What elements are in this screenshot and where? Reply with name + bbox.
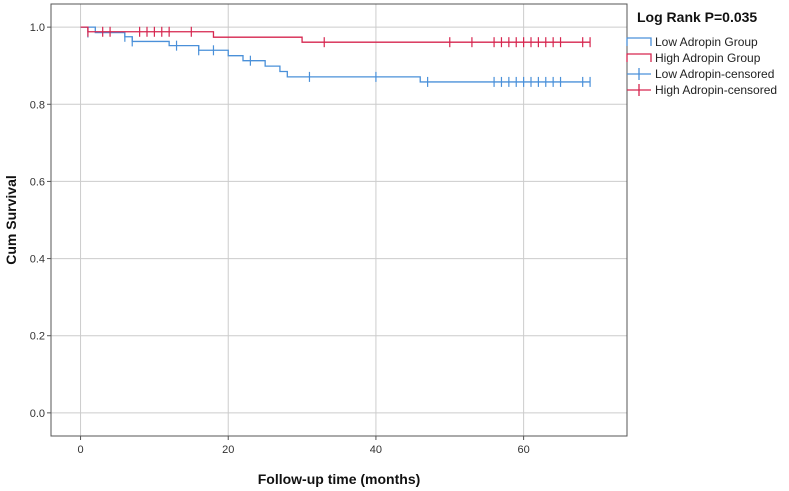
x-tick-label: 60 (517, 444, 529, 456)
legend-item: High Adropin-censored (627, 83, 777, 97)
legend: Log Rank P=0.035 Low Adropin Group High A… (627, 9, 777, 97)
series-low-adropin (81, 27, 591, 87)
legend-label: Low Adropin Group (655, 35, 758, 49)
legend-label: High Adropin-censored (655, 83, 777, 97)
survival-step-line (81, 27, 591, 82)
y-tick-label: 1.0 (30, 22, 45, 34)
plot-frame (51, 4, 627, 436)
legend-item: Low Adropin Group (627, 35, 758, 49)
legend-item: High Adropin Group (627, 51, 761, 65)
legend-title: Log Rank P=0.035 (637, 9, 757, 25)
axis-ticks: 0.0 0.2 0.4 0.6 0.8 1.0 0 20 40 60 (30, 22, 530, 456)
legend-step-swatch (627, 38, 651, 46)
survival-curves (81, 27, 591, 87)
y-tick-label: 0.0 (30, 408, 45, 420)
survival-step-line (81, 27, 591, 42)
y-tick-label: 0.8 (30, 99, 45, 111)
x-tick-label: 40 (370, 444, 382, 456)
y-tick-label: 0.2 (30, 331, 45, 343)
grid-lines (51, 4, 627, 436)
legend-label: High Adropin Group (655, 51, 761, 65)
x-tick-label: 20 (222, 444, 234, 456)
x-axis-title: Follow-up time (months) (258, 471, 421, 487)
legend-label: Low Adropin-censored (655, 67, 774, 81)
legend-items: Low Adropin Group High Adropin Group Low A… (627, 35, 777, 97)
y-tick-label: 0.4 (30, 254, 45, 266)
legend-step-swatch (627, 54, 651, 62)
legend-item: Low Adropin-censored (627, 67, 774, 81)
y-tick-label: 0.6 (30, 176, 45, 188)
series-high-adropin (81, 27, 591, 47)
x-tick-label: 0 (77, 444, 83, 456)
y-axis-title: Cum Survival (3, 175, 19, 264)
